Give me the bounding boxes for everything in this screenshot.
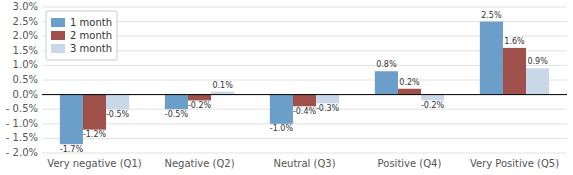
y-tick-label: - 1.5% bbox=[6, 132, 38, 143]
bar bbox=[503, 48, 526, 95]
bar bbox=[188, 95, 211, 101]
legend: 1 month 2 month 3 month bbox=[46, 11, 117, 60]
y-tick-label: 1.0% bbox=[13, 59, 38, 70]
grid-line bbox=[42, 138, 567, 139]
bar bbox=[316, 95, 339, 104]
x-tick-label: Negative (Q2) bbox=[164, 158, 234, 169]
bars bbox=[60, 22, 549, 145]
bar bbox=[165, 95, 188, 110]
chart: - 2.0% - 1.5% - 1.0% - 0.5% 0.0% 0.5% 1.0% 1.5%… bbox=[0, 0, 573, 175]
bar bbox=[421, 95, 444, 101]
legend-label: 2 month bbox=[70, 30, 112, 41]
data-label: -1.7% bbox=[60, 145, 84, 154]
legend-label: 1 month bbox=[70, 17, 112, 28]
x-tick-label: Very Positive (Q5) bbox=[470, 158, 559, 169]
data-label: -0.2% bbox=[188, 101, 212, 110]
data-label: 0.9% bbox=[527, 57, 548, 66]
bar bbox=[60, 95, 83, 145]
data-label: 0.2% bbox=[399, 78, 420, 87]
y-tick-label: 0.0% bbox=[13, 89, 38, 100]
data-label: 0.8% bbox=[376, 60, 397, 69]
y-tick-label: - 0.5% bbox=[6, 103, 38, 114]
grid-line bbox=[42, 7, 567, 8]
bar bbox=[526, 68, 549, 94]
bar bbox=[270, 95, 293, 124]
zero-line bbox=[42, 94, 567, 95]
data-label: -0.4% bbox=[293, 107, 317, 116]
data-label: -0.5% bbox=[106, 110, 130, 119]
y-tick-label: 3.0% bbox=[13, 1, 38, 12]
data-label: -0.3% bbox=[316, 104, 340, 113]
data-label: -0.5% bbox=[165, 110, 189, 119]
data-label: 2.5% bbox=[481, 11, 502, 20]
data-label: 0.1% bbox=[212, 81, 233, 90]
legend-label: 3 month bbox=[70, 43, 112, 54]
bar bbox=[83, 95, 106, 130]
grid-line bbox=[42, 123, 567, 124]
legend-swatch bbox=[51, 31, 65, 40]
legend-box bbox=[46, 11, 117, 60]
bar bbox=[375, 71, 398, 94]
legend-swatch bbox=[51, 44, 65, 53]
data-label: -0.2% bbox=[421, 101, 445, 110]
bar bbox=[480, 22, 503, 95]
data-label: 1.6% bbox=[504, 37, 525, 46]
x-tick-label: Positive (Q4) bbox=[378, 158, 442, 169]
y-tick-label: 0.5% bbox=[13, 74, 38, 85]
grid-line bbox=[42, 153, 567, 154]
y-tick-label: 2.0% bbox=[13, 30, 38, 41]
y-tick-label: 1.5% bbox=[13, 45, 38, 56]
data-label: -1.0% bbox=[270, 124, 294, 133]
y-tick-label: 2.5% bbox=[13, 16, 38, 27]
bar bbox=[106, 95, 129, 110]
y-tick-label: - 1.0% bbox=[6, 118, 38, 129]
data-label: -1.2% bbox=[83, 130, 107, 139]
y-tick-label: - 2.0% bbox=[6, 147, 38, 158]
bar bbox=[293, 95, 316, 107]
bar bbox=[398, 89, 421, 95]
legend-swatch bbox=[51, 18, 65, 27]
x-tick-label: Neutral (Q3) bbox=[273, 158, 335, 169]
grid-line bbox=[42, 94, 567, 95]
x-tick-label: Very negative (Q1) bbox=[47, 158, 141, 169]
grid bbox=[42, 7, 567, 153]
